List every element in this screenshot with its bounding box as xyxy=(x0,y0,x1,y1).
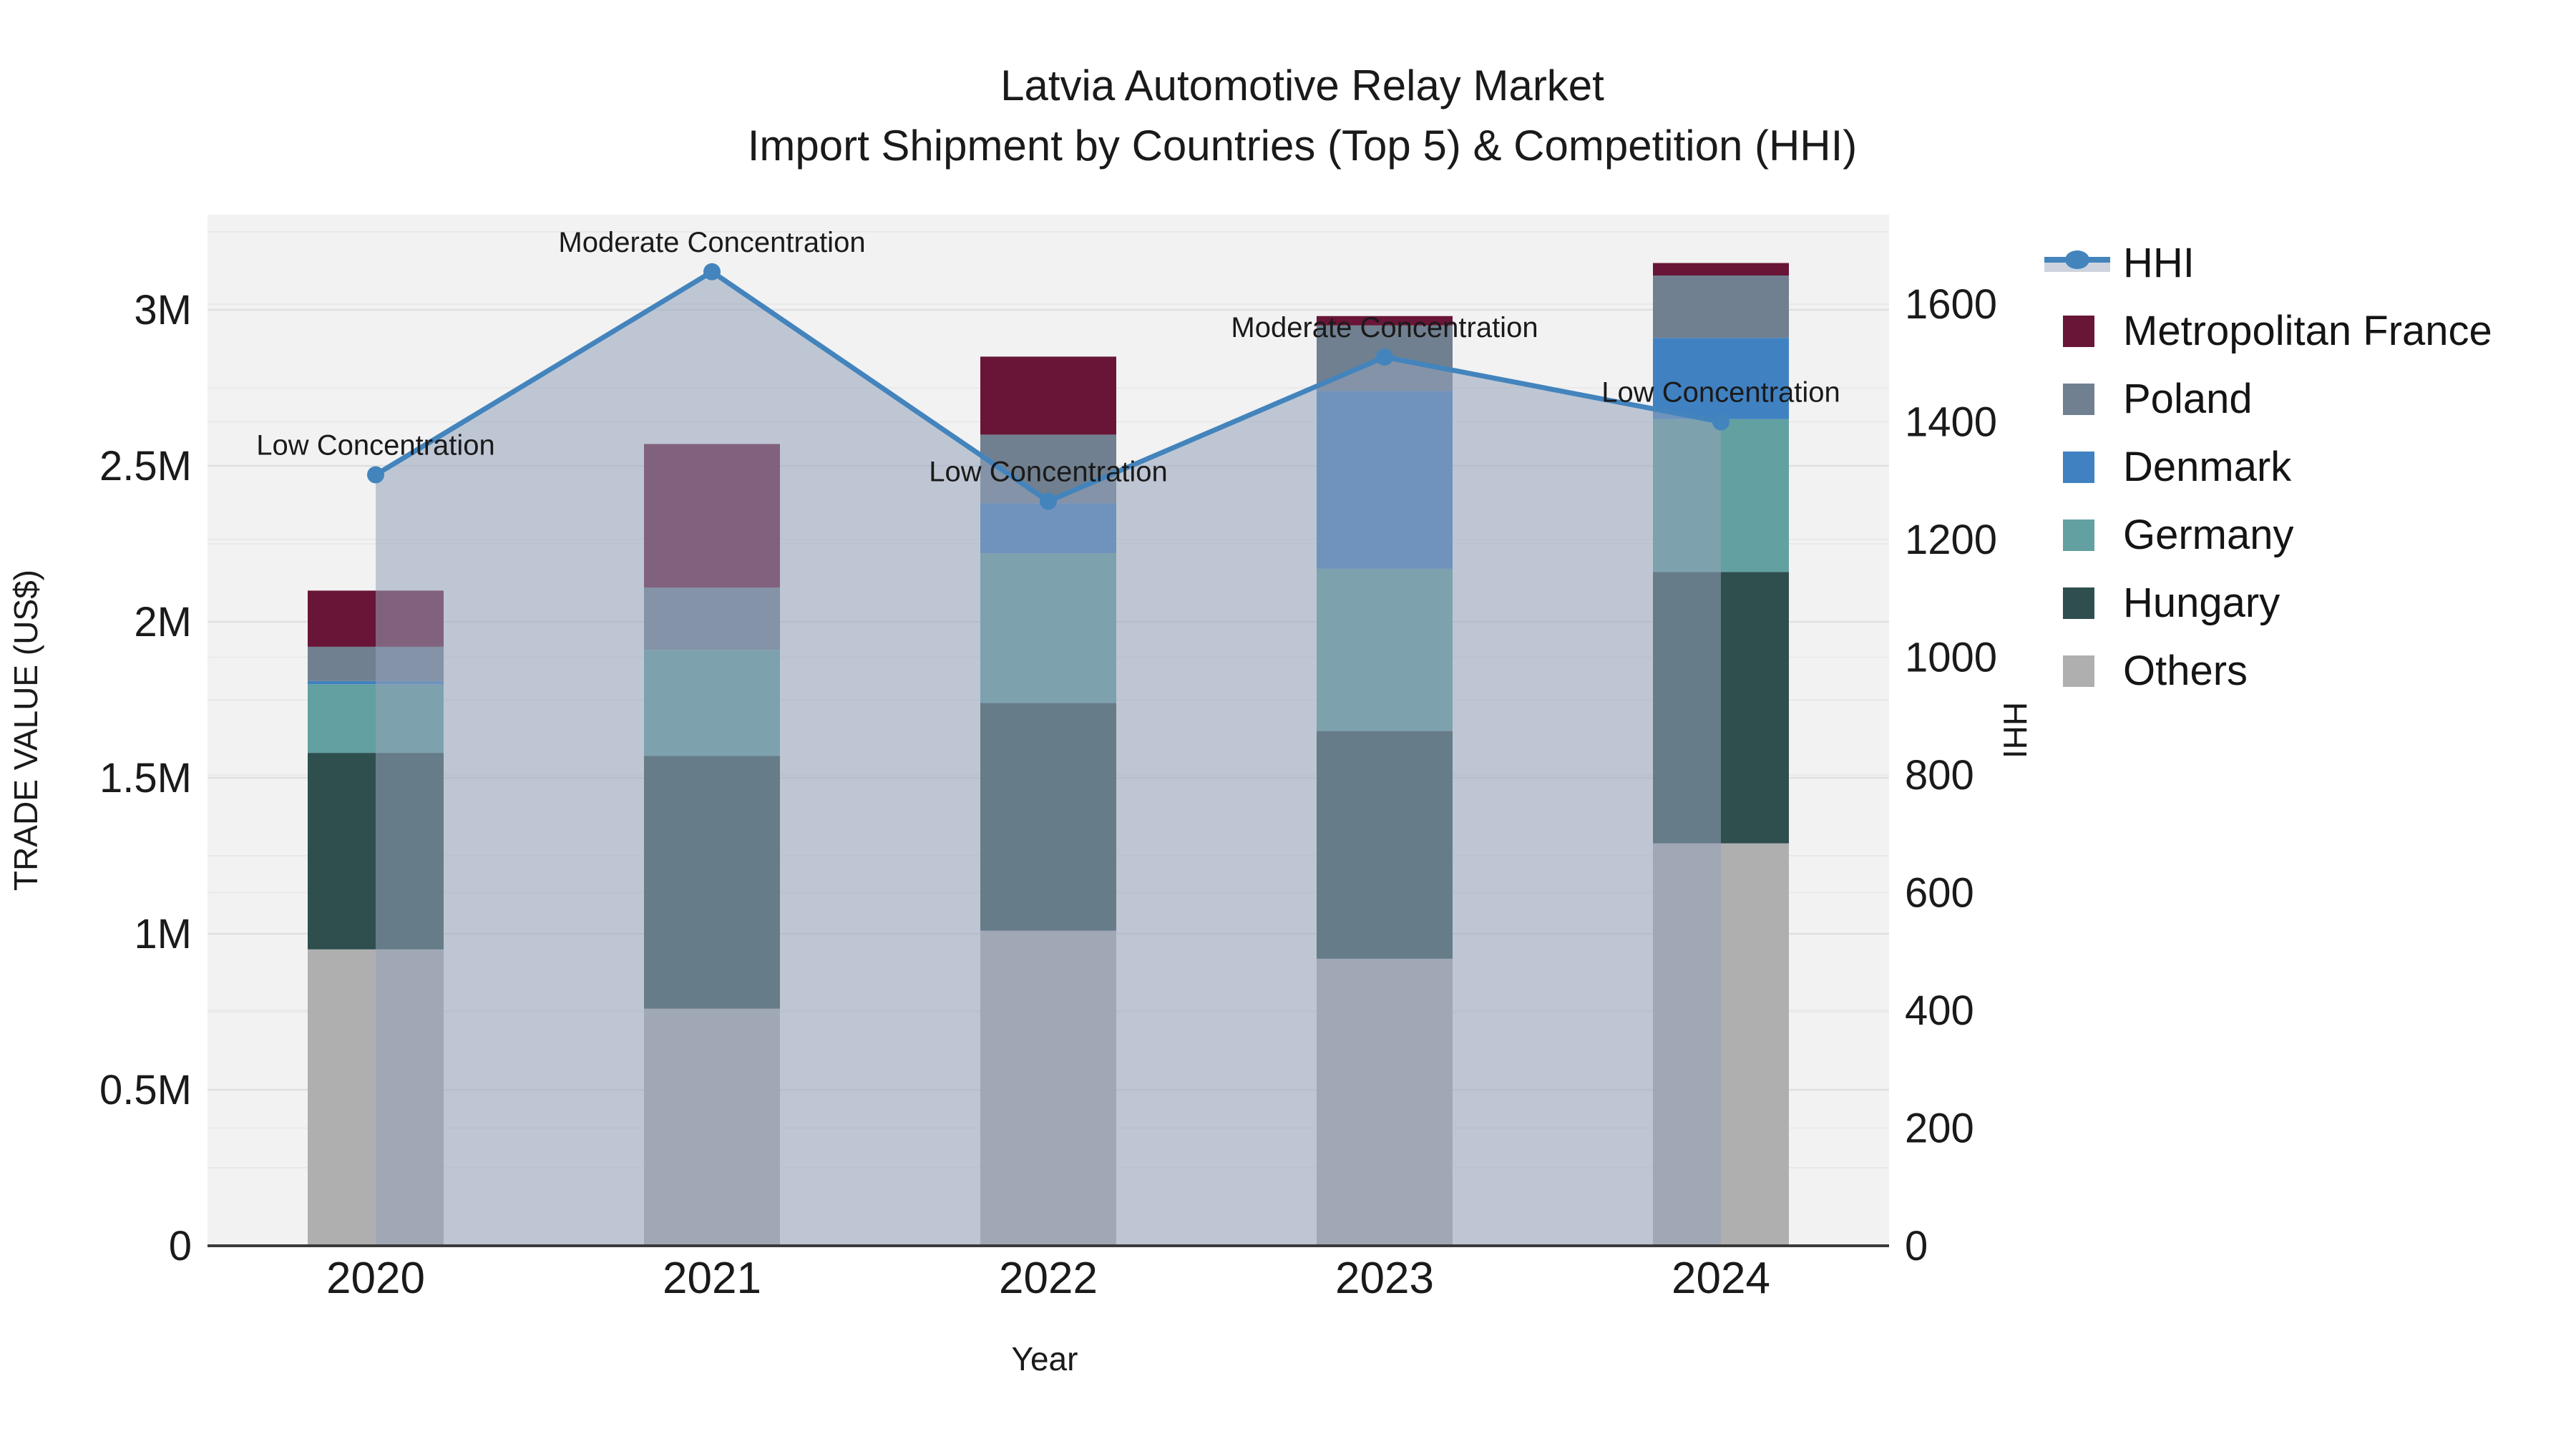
y-right-tick-label: 800 xyxy=(1905,752,1974,799)
y-left-tick-label: 0 xyxy=(169,1223,192,1269)
chart-title-line1: Latvia Automotive Relay Market xyxy=(1000,62,1604,109)
chart-title-line2: Import Shipment by Countries (Top 5) & C… xyxy=(747,122,1858,170)
x-axis-title: Year xyxy=(1012,1340,1078,1377)
y-right-tick-label: 0 xyxy=(1905,1223,1928,1269)
legend-color-swatch xyxy=(2063,587,2094,619)
x-tick-label-2020: 2020 xyxy=(326,1254,425,1303)
legend-item-germany: Germany xyxy=(2044,501,2492,569)
legend-color-swatch xyxy=(2063,383,2094,415)
y-left-tick-label: 3M xyxy=(134,287,192,333)
annotation-2024: Low Concentration xyxy=(1601,377,1840,409)
hhi-point-2024 xyxy=(1712,413,1729,431)
y-right-tick-label: 1600 xyxy=(1905,281,1997,328)
legend-item-others: Others xyxy=(2044,637,2492,705)
bar-segment-metropolitan-france-2023 xyxy=(1317,316,1453,326)
y-left-tick-label: 2M xyxy=(134,599,192,645)
legend-label: HHI xyxy=(2123,240,2195,286)
legend-color-swatch xyxy=(2063,315,2094,347)
y-left-tick-label: 1.5M xyxy=(99,755,192,801)
bar-segment-metropolitan-france-2022 xyxy=(980,356,1116,435)
legend-line-icon xyxy=(2044,248,2110,279)
y-right-tick-label: 1000 xyxy=(1905,635,1997,681)
y-right-tick-label: 400 xyxy=(1905,987,1974,1034)
y-right-axis-title: HHI xyxy=(1996,702,2034,758)
legend-label: Denmark xyxy=(2123,444,2292,490)
y-right-tick-label: 1400 xyxy=(1905,399,1997,446)
legend: HHI Metropolitan France Poland Denmark Germa… xyxy=(2044,229,2492,705)
annotation-2023: Moderate Concentration xyxy=(1231,312,1538,343)
y-right-tick-label: 200 xyxy=(1905,1106,1974,1152)
chart-title: Latvia Automotive Relay Market Import Sh… xyxy=(208,56,2397,176)
legend-swatch-icon xyxy=(2044,383,2110,415)
x-tick-label-2021: 2021 xyxy=(663,1254,761,1303)
hhi-point-2022 xyxy=(1040,492,1057,510)
y-right-tick-label: 600 xyxy=(1905,870,1974,917)
hhi-area-fill xyxy=(376,271,1721,1246)
hhi-point-2023 xyxy=(1376,348,1393,366)
legend-label: Germany xyxy=(2123,512,2294,558)
y-left-tick-label: 1M xyxy=(134,911,192,957)
bar-segment-denmark-2024 xyxy=(1653,338,1789,419)
y-left-tick-label: 2.5M xyxy=(99,443,192,489)
legend-swatch-icon xyxy=(2044,451,2110,483)
legend-label: Metropolitan France xyxy=(2123,308,2492,354)
legend-item-hungary: Hungary xyxy=(2044,569,2492,637)
legend-label: Poland xyxy=(2123,376,2253,422)
annotation-2021: Moderate Concentration xyxy=(558,227,865,258)
legend-swatch-icon xyxy=(2044,315,2110,347)
x-tick-label-2023: 2023 xyxy=(1335,1254,1434,1303)
legend-color-swatch xyxy=(2063,655,2094,687)
legend-item-hhi: HHI xyxy=(2044,229,2492,297)
legend-item-denmark: Denmark xyxy=(2044,433,2492,501)
bar-segment-poland-2024 xyxy=(1653,275,1789,338)
x-tick-label-2022: 2022 xyxy=(999,1254,1098,1303)
hhi-point-2020 xyxy=(367,466,384,484)
legend-label: Hungary xyxy=(2123,580,2280,626)
legend-item-metropolitan-france: Metropolitan France xyxy=(2044,297,2492,365)
legend-swatch-icon xyxy=(2044,587,2110,619)
y-left-axis-title: TRADE VALUE (US$) xyxy=(7,570,44,891)
y-left-tick-label: 0.5M xyxy=(99,1067,192,1113)
legend-label: Others xyxy=(2123,648,2248,694)
annotation-2020: Low Concentration xyxy=(256,430,495,462)
legend-item-poland: Poland xyxy=(2044,365,2492,433)
legend-swatch-icon xyxy=(2044,519,2110,551)
x-tick-label-2024: 2024 xyxy=(1672,1254,1770,1303)
legend-color-swatch xyxy=(2063,451,2094,483)
annotation-2022: Low Concentration xyxy=(929,457,1168,488)
legend-color-swatch xyxy=(2063,519,2094,551)
bar-segment-metropolitan-france-2024 xyxy=(1653,263,1789,276)
hhi-point-2021 xyxy=(703,263,721,280)
y-right-tick-label: 1200 xyxy=(1905,517,1997,563)
legend-swatch-icon xyxy=(2044,655,2110,687)
